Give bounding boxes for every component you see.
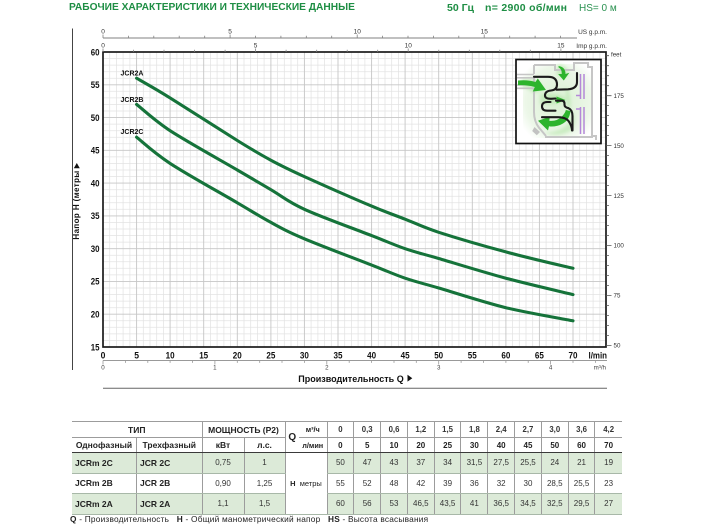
svg-text:15: 15 <box>199 351 209 362</box>
svg-text:60: 60 <box>501 351 510 362</box>
svg-text:25: 25 <box>91 277 100 288</box>
svg-text:0: 0 <box>101 29 105 36</box>
svg-text:4: 4 <box>549 365 553 372</box>
svg-text:2: 2 <box>325 365 329 372</box>
svg-text:JCR2C: JCR2C <box>121 129 144 136</box>
svg-text:40: 40 <box>367 351 376 362</box>
svg-text:0: 0 <box>101 43 105 50</box>
svg-text:Напор H (метры: Напор H (метры <box>72 170 81 239</box>
svg-text:75: 75 <box>614 293 621 300</box>
svg-text:JCR2B: JCR2B <box>121 97 144 104</box>
svg-text:15: 15 <box>91 342 100 353</box>
svg-text:70: 70 <box>569 351 578 362</box>
svg-text:40: 40 <box>91 178 100 189</box>
svg-text:50: 50 <box>614 343 621 350</box>
svg-text:65: 65 <box>535 351 545 362</box>
svg-text:150: 150 <box>614 143 625 150</box>
svg-text:45: 45 <box>91 146 100 157</box>
svg-text:5: 5 <box>134 351 139 362</box>
svg-text:10: 10 <box>354 29 362 36</box>
svg-text:55: 55 <box>468 351 478 362</box>
svg-text:5: 5 <box>228 29 232 36</box>
svg-text:60: 60 <box>91 47 100 58</box>
svg-text:30: 30 <box>91 244 100 255</box>
svg-text:15: 15 <box>557 43 565 50</box>
svg-text:US g.p.m.: US g.p.m. <box>578 29 607 36</box>
svg-text:0: 0 <box>101 351 106 362</box>
svg-text:15: 15 <box>481 29 489 36</box>
svg-text:feet: feet <box>611 52 622 59</box>
svg-text:JCR2A: JCR2A <box>121 71 144 78</box>
svg-text:55: 55 <box>91 80 100 91</box>
svg-text:20: 20 <box>91 310 100 321</box>
svg-text:50: 50 <box>434 351 443 362</box>
svg-text:1: 1 <box>213 365 217 372</box>
svg-text:5: 5 <box>254 43 258 50</box>
svg-text:125: 125 <box>614 193 625 200</box>
svg-text:Imp g.p.m.: Imp g.p.m. <box>576 43 607 50</box>
svg-text:3: 3 <box>437 365 441 372</box>
svg-text:175: 175 <box>614 93 625 100</box>
svg-text:100: 100 <box>614 243 625 250</box>
svg-text:50: 50 <box>91 113 100 124</box>
svg-text:0: 0 <box>101 365 105 372</box>
svg-text:Производительность Q: Производительность Q <box>298 374 403 384</box>
svg-text:10: 10 <box>405 43 413 50</box>
svg-text:35: 35 <box>91 211 100 222</box>
svg-text:45: 45 <box>401 351 411 362</box>
svg-text:25: 25 <box>266 351 276 362</box>
svg-text:20: 20 <box>233 351 242 362</box>
svg-text:30: 30 <box>300 351 309 362</box>
svg-text:10: 10 <box>166 351 175 362</box>
svg-text:l/min: l/min <box>589 351 608 361</box>
svg-text:m³/h: m³/h <box>594 365 607 372</box>
svg-text:35: 35 <box>334 351 344 362</box>
